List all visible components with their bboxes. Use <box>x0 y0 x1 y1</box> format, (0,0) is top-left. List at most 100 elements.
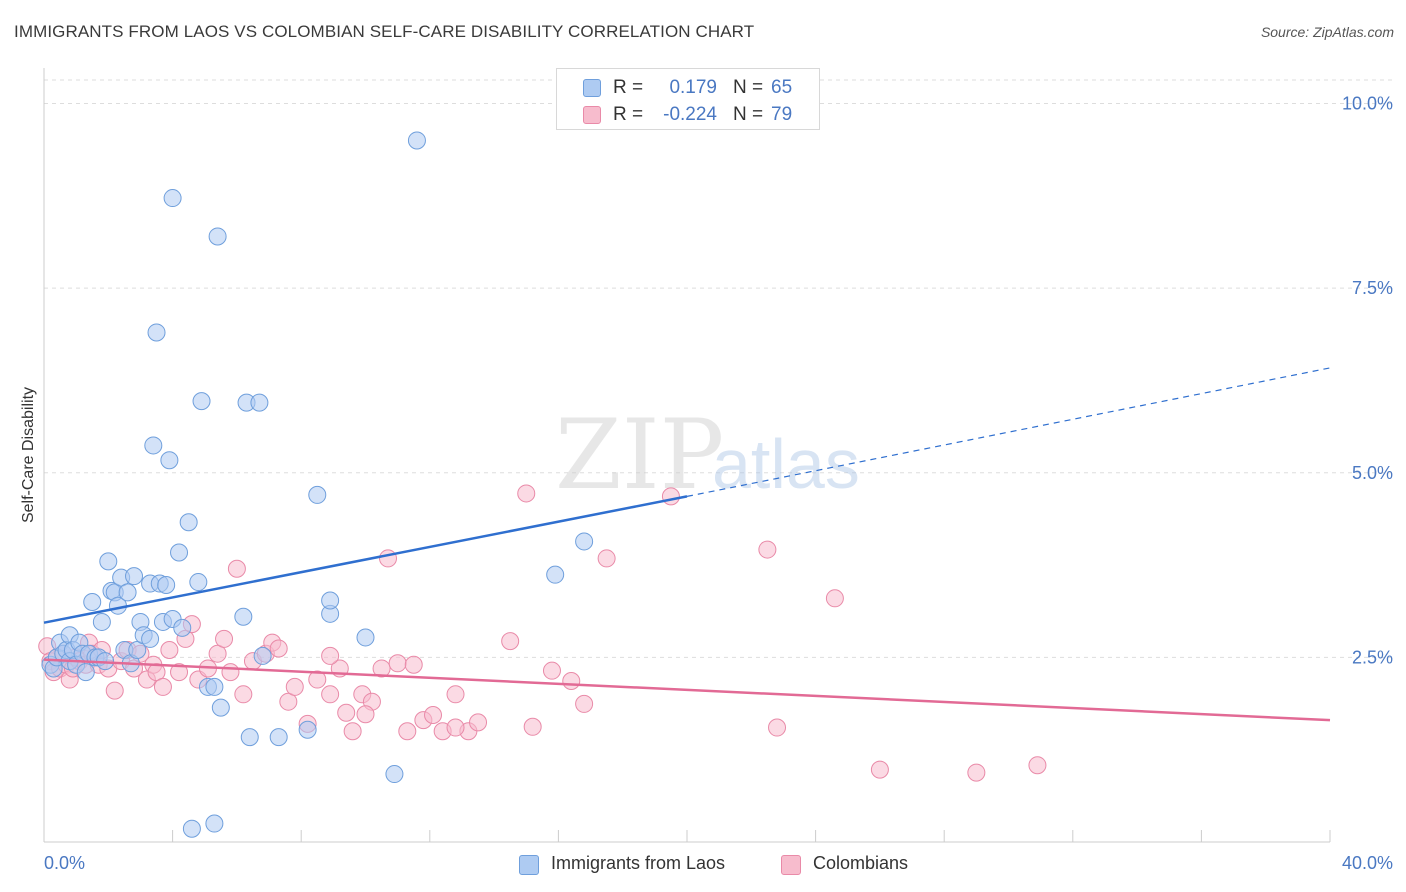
laos-point <box>205 814 224 833</box>
laos-point <box>125 567 144 586</box>
n-value: 79 <box>771 104 793 125</box>
laos-point <box>170 543 189 562</box>
laos-point <box>308 485 327 504</box>
laos-swatch <box>583 79 601 97</box>
colombians-point <box>1028 756 1047 775</box>
laos-point <box>298 720 317 739</box>
watermark-atlas: atlas <box>712 425 860 503</box>
colombians-point <box>424 705 443 724</box>
colombians-point <box>501 632 520 651</box>
y-tick-label: 10.0% <box>1342 94 1393 114</box>
legend-row-laos: R = 0.179 N = 65 <box>557 75 819 101</box>
laos-point <box>385 765 404 784</box>
laos-point <box>192 392 211 411</box>
laos-point <box>250 393 269 412</box>
laos-point <box>234 607 253 626</box>
gridlines <box>44 79 1395 658</box>
laos-point <box>157 576 176 595</box>
laos-point <box>160 451 179 470</box>
colombians-point <box>446 718 465 737</box>
colombians-swatch <box>781 855 801 875</box>
laos-point <box>182 819 201 838</box>
colombians-point <box>379 549 398 568</box>
laos-point <box>575 532 594 551</box>
r-value: -0.224 <box>663 104 717 125</box>
colombians-point <box>523 717 542 736</box>
laos-point <box>144 436 163 455</box>
r-label: R = <box>613 77 644 98</box>
legend-label-colombians: Colombians <box>813 853 909 873</box>
colombians-swatch <box>583 106 601 124</box>
colombians-point <box>562 672 581 691</box>
colombians-point <box>398 722 417 741</box>
colombians-point <box>221 663 240 682</box>
colombians-point <box>469 713 488 732</box>
legend-row-colombians: R = -0.224 N = 79 <box>557 102 819 128</box>
tick-labels: 2.5% 5.0% 7.5% 10.0% 0.0% 40.0% <box>44 94 1393 873</box>
legend-label-laos: Immigrants from Laos <box>551 853 726 873</box>
colombians-point <box>825 589 844 608</box>
laos-point <box>83 593 102 611</box>
r-value: 0.179 <box>669 77 717 98</box>
laos-point <box>240 728 259 747</box>
laos-point <box>205 677 224 696</box>
colombians-point <box>388 654 407 673</box>
laos-point <box>211 698 230 717</box>
colombians-point <box>542 661 561 680</box>
y-tick-label: 5.0% <box>1352 463 1393 483</box>
series-legend: Immigrants from Laos Colombians <box>0 852 1406 878</box>
colombians-point <box>269 639 288 658</box>
laos-point <box>163 189 182 208</box>
laos-swatch <box>519 855 539 875</box>
x-tick-label: 40.0% <box>1342 853 1393 873</box>
colombians-point <box>575 694 594 713</box>
laos-point <box>99 552 118 571</box>
laos-trend-line <box>43 495 688 624</box>
colombians-point <box>321 685 340 704</box>
colombians-point <box>170 663 189 682</box>
y-tick-label: 7.5% <box>1352 278 1393 298</box>
colombians-point <box>661 487 680 506</box>
colombians-point <box>967 763 986 782</box>
y-tick-label: 2.5% <box>1352 647 1393 667</box>
laos-point <box>173 618 192 637</box>
laos-point <box>253 646 272 665</box>
laos-point <box>118 583 137 602</box>
laos-point <box>189 573 208 592</box>
colombians-point <box>227 559 246 578</box>
colombians-point <box>343 722 362 741</box>
colombians-point <box>160 641 179 659</box>
colombians-point <box>234 685 253 704</box>
laos-point <box>147 323 166 342</box>
laos-point <box>208 227 227 246</box>
n-value: 65 <box>771 77 793 98</box>
laos-point <box>321 591 340 610</box>
source-credit: Source: ZipAtlas.com <box>1260 24 1394 40</box>
laos-point <box>356 628 375 647</box>
correlation-legend: R = 0.179 N = 65 R = -0.224 N = 79 <box>556 68 820 130</box>
n-label: N = <box>733 77 764 98</box>
colombians-point <box>768 718 787 737</box>
colombians-point <box>870 760 889 779</box>
colombians-point <box>758 540 777 559</box>
x-tick-label: 0.0% <box>44 853 85 873</box>
colombians-point <box>105 681 124 700</box>
colombians-trend-line <box>43 658 1331 722</box>
r-label: R = <box>613 104 644 125</box>
colombians-point <box>517 484 536 503</box>
colombians-point <box>215 629 234 648</box>
laos-point <box>546 565 565 584</box>
colombians-point <box>372 659 391 678</box>
n-label: N = <box>733 104 764 125</box>
laos-point <box>407 131 426 150</box>
y-axis-label: Self-Care Disability <box>20 387 37 523</box>
colombians-point <box>446 685 465 704</box>
chart-title: IMMIGRANTS FROM LAOS VS COLOMBIAN SELF-C… <box>14 22 755 41</box>
laos-point <box>76 663 95 682</box>
colombians-point <box>337 703 356 722</box>
laos-point <box>179 513 198 532</box>
colombians-point <box>404 655 423 674</box>
colombians-point <box>597 549 616 568</box>
trend-lines <box>43 367 1331 722</box>
